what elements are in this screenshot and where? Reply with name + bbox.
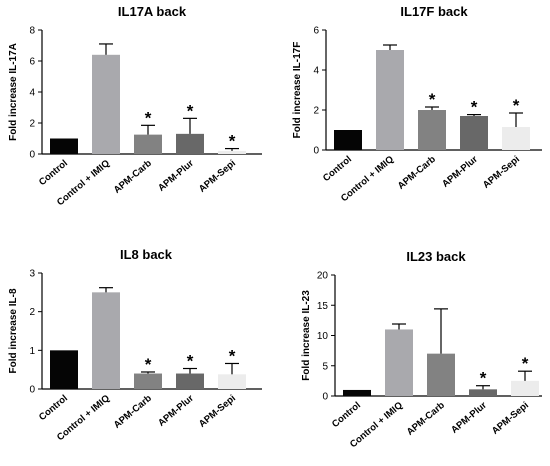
category-label: APM-Sepi — [197, 393, 238, 430]
y-tick-label: 4 — [313, 66, 319, 77]
category-label: APM-Plur — [156, 393, 196, 429]
category-label: APM-Plur — [440, 154, 480, 190]
category-label: Control — [37, 393, 70, 423]
y-tick-label: 2 — [29, 119, 35, 130]
bar-4 — [469, 389, 497, 396]
chart-title: IL8 back — [120, 247, 173, 262]
significance-marker: * — [145, 355, 152, 374]
significance-marker: * — [522, 354, 529, 373]
bar-5 — [218, 374, 246, 389]
bar-3 — [427, 353, 455, 396]
bar-5 — [218, 150, 246, 154]
significance-marker: * — [471, 98, 478, 117]
category-label: APM-Plur — [156, 158, 196, 194]
y-tick-label: 20 — [317, 271, 329, 282]
y-axis-label: Fold increase IL-17F — [292, 42, 303, 139]
y-tick-label: 1 — [29, 346, 35, 357]
chart-title: IL17F back — [400, 4, 468, 19]
bar-4 — [176, 133, 204, 154]
y-tick-label: 5 — [322, 361, 328, 372]
panel-1: IL17A back Fold increase IL-17A 0 2 4 6 8 Contr… — [8, 4, 262, 208]
bar-1 — [334, 130, 362, 150]
category-label: APM-Carb — [112, 158, 154, 196]
chart-title: IL17A back — [118, 4, 187, 19]
panel-2: IL17F back Fold increase IL-17F 0 2 4 6 Contro… — [292, 4, 542, 204]
category-label: APM-Sepi — [490, 400, 531, 437]
chart-title: IL23 back — [406, 249, 466, 264]
bar-2 — [92, 292, 120, 389]
y-tick-label: 3 — [29, 269, 35, 280]
significance-marker: * — [229, 132, 236, 151]
y-tick-label: 15 — [317, 301, 329, 312]
category-label: Control — [37, 158, 70, 188]
category-label: APM-Plur — [449, 400, 489, 436]
category-label: APM-Carb — [396, 154, 438, 192]
significance-marker: * — [187, 352, 194, 371]
bar-4 — [176, 373, 204, 389]
y-tick-label: 8 — [29, 26, 35, 37]
bar-1 — [343, 389, 371, 396]
bar-4 — [460, 116, 488, 150]
y-axis-label: Fold increase IL-8 — [8, 288, 19, 373]
significance-marker: * — [145, 108, 152, 127]
bar-1 — [50, 138, 78, 154]
y-tick-label: 0 — [29, 385, 35, 396]
significance-marker: * — [513, 96, 520, 115]
category-label: APM-Sepi — [197, 158, 238, 195]
y-tick-label: 4 — [29, 88, 35, 99]
bar-5 — [502, 127, 530, 150]
y-tick-label: 0 — [313, 146, 319, 157]
y-tick-label: 0 — [29, 150, 35, 161]
significance-marker: * — [229, 346, 236, 365]
category-label: APM-Carb — [112, 393, 154, 431]
bar-1 — [50, 350, 78, 389]
y-axis-label: Fold increase IL-23 — [301, 290, 312, 381]
significance-marker: * — [429, 90, 436, 109]
category-label: APM-Carb — [405, 400, 447, 438]
category-label: Control — [330, 400, 363, 430]
bar-2 — [92, 54, 120, 154]
bar-5 — [511, 380, 539, 396]
category-label: Control — [321, 154, 354, 184]
y-tick-label: 10 — [317, 331, 329, 342]
bar-3 — [418, 110, 446, 150]
y-tick-label: 6 — [29, 57, 35, 68]
bar-2 — [376, 50, 404, 150]
y-tick-label: 2 — [29, 307, 35, 318]
y-tick-label: 2 — [313, 106, 319, 117]
y-tick-label: 6 — [313, 26, 319, 37]
y-axis-label: Fold increase IL-17A — [8, 43, 19, 141]
bar-3 — [134, 373, 162, 389]
y-tick-label: 0 — [322, 392, 328, 403]
bar-3 — [134, 134, 162, 154]
significance-marker: * — [187, 101, 194, 120]
significance-marker: * — [480, 369, 487, 388]
panel-4: IL23 back Fold increase IL-23 0 5 10 15 20 Cont… — [301, 249, 542, 450]
bar-2 — [385, 329, 413, 396]
category-label: APM-Sepi — [481, 154, 522, 191]
